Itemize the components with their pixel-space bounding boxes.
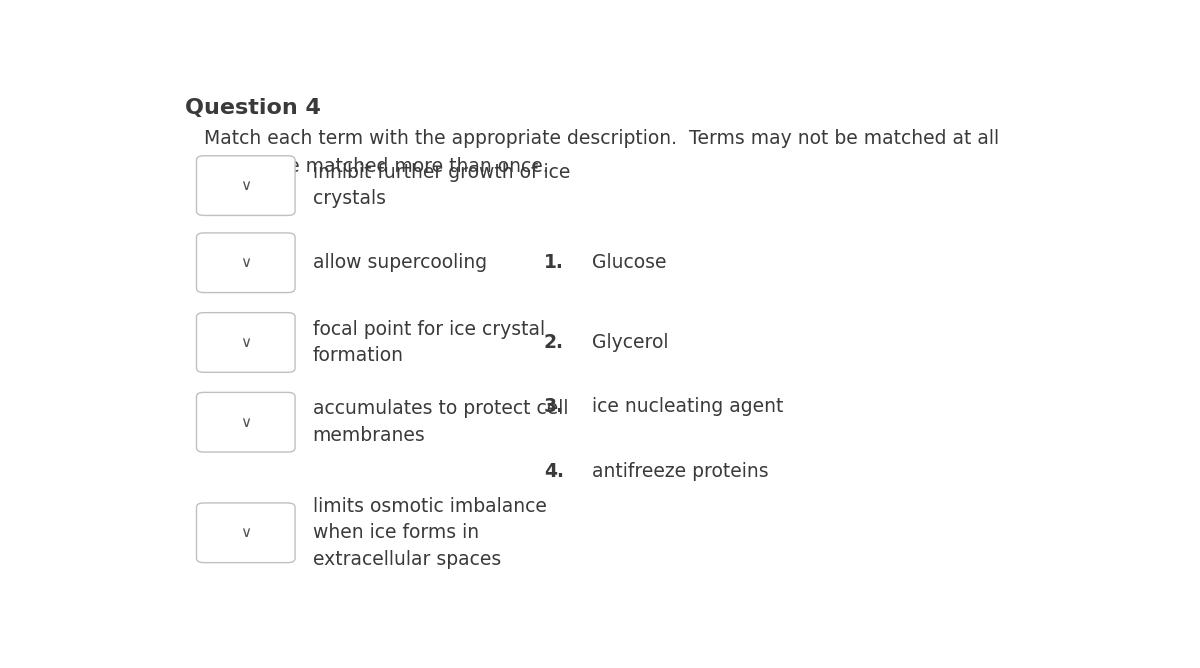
Text: Question 4: Question 4 (185, 98, 322, 118)
Text: limits osmotic imbalance
when ice forms in
extracellular spaces: limits osmotic imbalance when ice forms … (313, 497, 547, 568)
Text: Match each term with the appropriate description.  Terms may not be matched at a: Match each term with the appropriate des… (204, 129, 1000, 176)
FancyBboxPatch shape (197, 313, 295, 372)
Text: 2.: 2. (544, 333, 564, 352)
FancyBboxPatch shape (197, 156, 295, 216)
Text: 3.: 3. (544, 397, 564, 416)
Text: focal point for ice crystal
formation: focal point for ice crystal formation (313, 320, 545, 365)
FancyBboxPatch shape (197, 503, 295, 562)
FancyBboxPatch shape (197, 233, 295, 293)
Text: antifreeze proteins: antifreeze proteins (592, 462, 768, 480)
Text: ∨: ∨ (240, 178, 251, 193)
Text: Glucose: Glucose (592, 253, 666, 273)
Text: allow supercooling: allow supercooling (313, 253, 487, 273)
Text: Glycerol: Glycerol (592, 333, 668, 352)
Text: 4.: 4. (544, 462, 564, 480)
Text: ∨: ∨ (240, 255, 251, 271)
Text: ∨: ∨ (240, 335, 251, 350)
Text: accumulates to protect cell
membranes: accumulates to protect cell membranes (313, 399, 569, 445)
Text: ice nucleating agent: ice nucleating agent (592, 397, 784, 416)
Text: 1.: 1. (544, 253, 564, 273)
Text: ∨: ∨ (240, 525, 251, 540)
Text: inhibit further growth of ice
crystals: inhibit further growth of ice crystals (313, 163, 570, 208)
Text: ∨: ∨ (240, 415, 251, 430)
FancyBboxPatch shape (197, 392, 295, 452)
